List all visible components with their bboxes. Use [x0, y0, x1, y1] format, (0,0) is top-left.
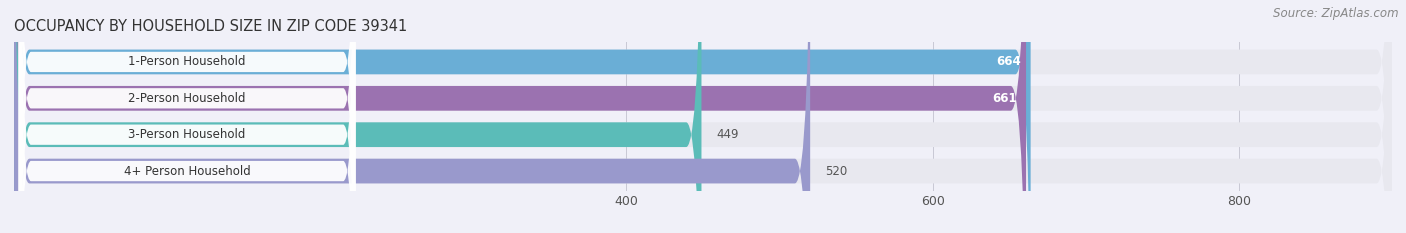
FancyBboxPatch shape	[14, 0, 1026, 233]
FancyBboxPatch shape	[14, 0, 702, 233]
Text: 664: 664	[997, 55, 1021, 69]
FancyBboxPatch shape	[14, 0, 1031, 233]
FancyBboxPatch shape	[18, 0, 356, 233]
FancyBboxPatch shape	[18, 0, 356, 233]
Text: 4+ Person Household: 4+ Person Household	[124, 164, 250, 178]
Text: 2-Person Household: 2-Person Household	[128, 92, 246, 105]
FancyBboxPatch shape	[14, 0, 810, 233]
FancyBboxPatch shape	[14, 0, 1392, 233]
Text: OCCUPANCY BY HOUSEHOLD SIZE IN ZIP CODE 39341: OCCUPANCY BY HOUSEHOLD SIZE IN ZIP CODE …	[14, 19, 408, 34]
Text: Source: ZipAtlas.com: Source: ZipAtlas.com	[1274, 7, 1399, 20]
FancyBboxPatch shape	[14, 0, 1392, 233]
Text: 449: 449	[717, 128, 740, 141]
Text: 3-Person Household: 3-Person Household	[128, 128, 246, 141]
FancyBboxPatch shape	[14, 0, 1392, 233]
FancyBboxPatch shape	[18, 0, 356, 233]
Text: 520: 520	[825, 164, 848, 178]
FancyBboxPatch shape	[14, 0, 1392, 233]
Text: 661: 661	[993, 92, 1017, 105]
FancyBboxPatch shape	[18, 0, 356, 233]
Text: 1-Person Household: 1-Person Household	[128, 55, 246, 69]
